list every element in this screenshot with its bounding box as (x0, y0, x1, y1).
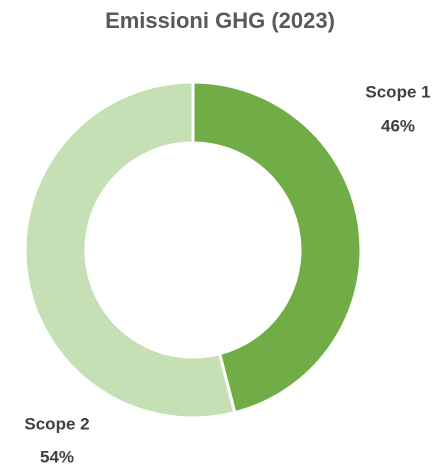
value-label: 54% (40, 447, 74, 466)
value-label: 46% (381, 116, 415, 135)
donut-slice (23, 80, 237, 420)
category-label: Scope 1 (365, 82, 430, 101)
category-label: Scope 2 (24, 414, 89, 433)
donut-slice (191, 80, 363, 415)
chart-title: Emissioni GHG (2023) (105, 8, 335, 33)
